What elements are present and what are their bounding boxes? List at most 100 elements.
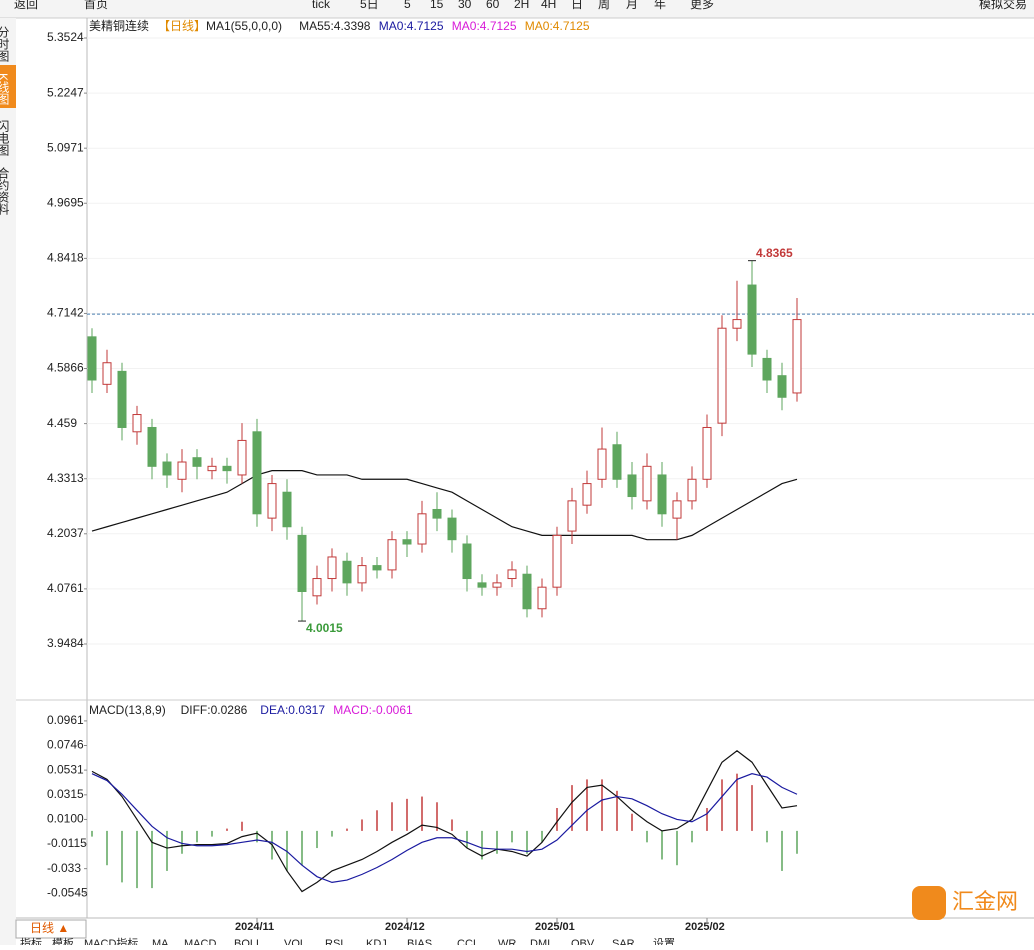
candle-body xyxy=(132,414,142,433)
candle-body xyxy=(567,500,577,532)
indicator-label: MACD:-0.0061 xyxy=(333,703,413,717)
candle-body xyxy=(222,465,232,472)
sidebar-active xyxy=(0,65,16,108)
candle-body xyxy=(387,539,397,571)
candle-body xyxy=(117,370,127,428)
bottom-tab[interactable]: 指标 xyxy=(20,936,42,950)
toolbar-button[interactable]: 返回 xyxy=(14,0,38,11)
toolbar-button[interactable]: 周 xyxy=(598,0,610,11)
sidebar-tab[interactable]: K线图 xyxy=(0,73,10,105)
toolbar-button[interactable]: 30 xyxy=(458,0,472,11)
sidebar-tab[interactable]: 分时图 xyxy=(0,26,10,62)
candle-body xyxy=(687,478,697,502)
period-button[interactable] xyxy=(15,919,87,939)
candle-body xyxy=(312,578,322,597)
candle-body xyxy=(372,565,382,571)
bottom-tab[interactable]: MACD xyxy=(184,938,216,950)
candle-body xyxy=(192,457,202,467)
bottom-tab[interactable]: BIAS xyxy=(407,938,432,950)
candle-body xyxy=(492,582,502,588)
toolbar-button[interactable]: 2H xyxy=(514,0,529,11)
candle-body xyxy=(207,465,217,472)
candle-body xyxy=(597,448,607,480)
candle-body xyxy=(447,517,457,541)
y-tick-label: 3.9484 xyxy=(47,636,84,650)
y-tick-label: 4.459 xyxy=(47,416,77,430)
toolbar-button[interactable]: 月 xyxy=(626,0,638,11)
candle-body xyxy=(342,560,352,584)
bottom-tab[interactable]: BOLL xyxy=(234,938,262,950)
indicator-label: MA1(55,0,0,0) xyxy=(206,19,282,33)
bottom-tab[interactable]: VOL xyxy=(284,938,306,950)
candle-body xyxy=(252,431,262,515)
y-tick-label: 4.9695 xyxy=(47,195,84,209)
bottom-tab[interactable]: SAR xyxy=(612,938,635,950)
bottom-tab[interactable]: 模板 xyxy=(52,936,74,950)
candle-body xyxy=(432,508,442,519)
candle-body xyxy=(762,357,772,381)
period-button-label[interactable]: 日线 ▲ xyxy=(30,921,69,935)
indicator-label: MA0:4.7125 xyxy=(379,19,444,33)
y-tick-label: -0.033 xyxy=(47,861,81,875)
sidebar-tab[interactable]: 闪电图 xyxy=(0,120,10,156)
y-tick-label: 5.2247 xyxy=(47,85,84,99)
indicator-label: DEA:0.0317 xyxy=(260,703,325,717)
candle-body xyxy=(612,444,622,480)
bottom-tab[interactable]: 设置 xyxy=(653,937,675,950)
ma-line xyxy=(91,470,798,541)
bottom-tab[interactable]: WR xyxy=(498,938,516,950)
sidebar-tab[interactable]: 合约资料 xyxy=(0,166,10,215)
max-label: 4.8365 xyxy=(756,246,793,260)
indicator-label: MA0:4.7125 xyxy=(452,19,517,33)
diff-line xyxy=(91,750,798,893)
candle-body xyxy=(522,573,532,610)
y-tick-label: -0.0115 xyxy=(47,836,87,850)
y-tick-label: 4.2037 xyxy=(47,526,84,540)
toolbar-button[interactable]: 5日 xyxy=(360,0,379,11)
period-label: 【日线】 xyxy=(158,19,206,33)
candle-body xyxy=(552,534,562,588)
candle-body xyxy=(147,426,157,467)
y-tick-label: -0.0545 xyxy=(47,885,88,899)
candle-body xyxy=(507,569,517,580)
candle-body xyxy=(537,586,547,610)
x-tick-label: 2024/12 xyxy=(385,921,425,933)
indicator-label: DIFF:0.0286 xyxy=(181,703,248,717)
bottom-tab[interactable]: OBV xyxy=(571,938,595,950)
candle-body xyxy=(702,426,712,480)
toolbar-button[interactable]: 日 xyxy=(571,0,583,11)
candle-body xyxy=(267,483,277,519)
bottom-tab[interactable]: KDJ xyxy=(366,938,387,950)
candle-body xyxy=(642,465,652,502)
bottom-tab[interactable]: MACD指标 xyxy=(84,936,138,950)
bottom-tab[interactable]: MA xyxy=(152,938,169,950)
toolbar-button[interactable]: 模拟交易 xyxy=(979,0,1027,11)
bottom-tab[interactable]: DMI xyxy=(530,938,550,950)
indicator-label: MA0:4.7125 xyxy=(525,19,590,33)
indicator-label: MA55:4.3398 xyxy=(299,19,371,33)
y-tick-label: 4.0761 xyxy=(47,581,84,595)
y-tick-label: 4.8418 xyxy=(47,251,84,265)
toolbar-button[interactable]: 60 xyxy=(486,0,500,11)
candle-body xyxy=(162,461,172,476)
bottom-tab[interactable]: CCI xyxy=(457,938,476,950)
min-label: 4.0015 xyxy=(306,621,343,635)
toolbar-button[interactable]: 4H xyxy=(541,0,556,11)
y-tick-label: 0.0746 xyxy=(47,738,84,752)
candle-body xyxy=(657,474,667,515)
candle-body xyxy=(357,565,367,584)
y-tick-label: 4.3313 xyxy=(47,471,84,485)
toolbar-button[interactable]: 更多 xyxy=(690,0,714,11)
toolbar-button[interactable]: 年 xyxy=(654,0,666,11)
dea-line xyxy=(91,773,798,884)
bottom-tab[interactable]: RSI xyxy=(325,938,343,950)
toolbar-button[interactable]: 15 xyxy=(430,0,444,11)
candle-body xyxy=(417,513,427,545)
x-tick-label: 2024/11 xyxy=(235,921,274,933)
toolbar-button[interactable]: 5 xyxy=(404,0,411,11)
panel-title: MACD(13,8,9) xyxy=(89,703,166,717)
logo-text: 汇金网 xyxy=(952,889,1018,914)
toolbar-button[interactable]: tick xyxy=(312,0,331,11)
toolbar-button[interactable]: 首页 xyxy=(84,0,108,11)
